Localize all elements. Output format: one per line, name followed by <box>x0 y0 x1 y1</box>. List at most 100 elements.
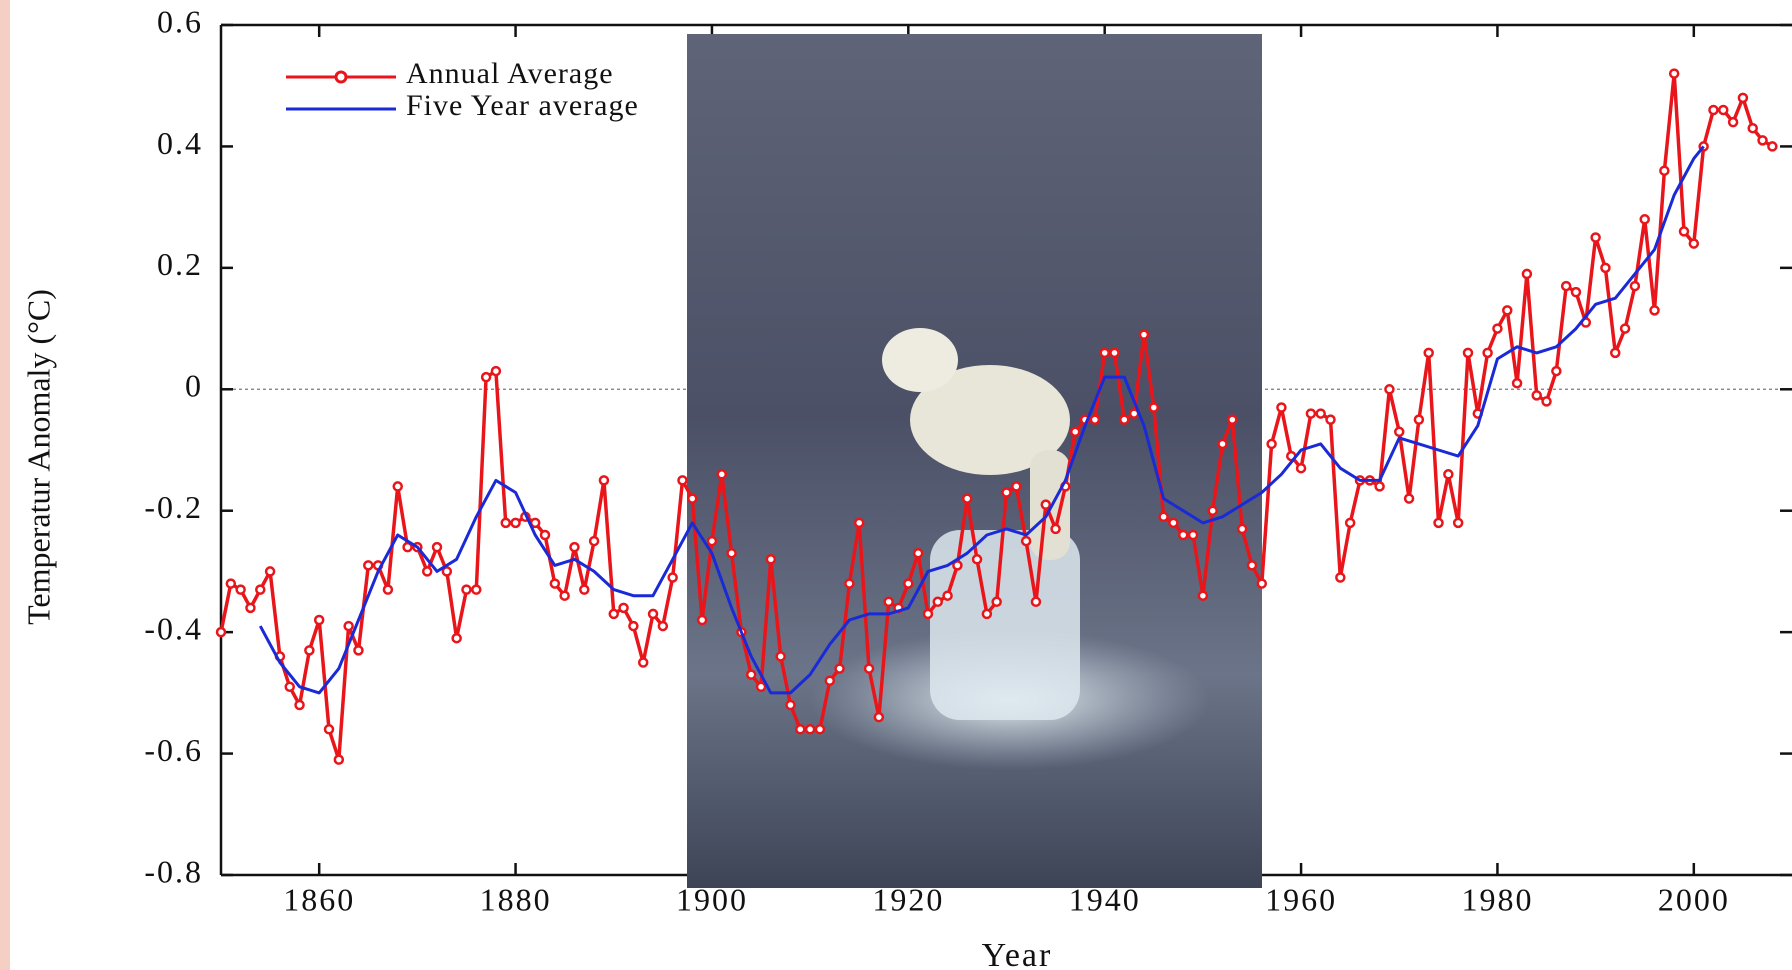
data-point <box>539 529 551 541</box>
data-point <box>1374 481 1385 492</box>
data-point <box>569 541 580 553</box>
data-point <box>1148 402 1160 413</box>
data-point <box>1099 347 1110 359</box>
data-point <box>726 547 737 559</box>
data-point <box>1276 402 1287 413</box>
data-point <box>942 590 953 601</box>
data-point <box>1423 347 1434 359</box>
data-point <box>667 572 678 583</box>
data-point <box>471 584 482 595</box>
data-point <box>1187 529 1199 541</box>
data-point <box>1256 578 1268 589</box>
data-point <box>1325 414 1336 425</box>
data-point <box>716 469 728 480</box>
data-point <box>1718 104 1729 116</box>
data-point <box>1570 286 1582 298</box>
data-point <box>1011 481 1022 492</box>
data-point <box>814 724 826 735</box>
y-tick-label: -0.4 <box>144 610 203 646</box>
y-tick-label: 0.6 <box>157 3 203 39</box>
data-point <box>451 632 462 644</box>
data-point <box>1069 426 1081 438</box>
data-point <box>245 602 256 614</box>
data-point <box>490 365 502 377</box>
data-point <box>608 608 619 620</box>
y-tick-label: 0.4 <box>157 125 203 161</box>
data-point <box>1747 122 1758 134</box>
data-point <box>637 657 649 668</box>
data-point <box>1462 347 1474 359</box>
data-point <box>559 590 570 601</box>
data-point <box>1403 493 1415 504</box>
data-point <box>294 699 305 711</box>
data-point <box>441 566 453 577</box>
data-point <box>510 517 521 529</box>
data-point <box>991 596 1002 608</box>
data-point <box>382 584 394 595</box>
data-point <box>313 614 325 626</box>
data-point <box>765 554 777 565</box>
data-point <box>215 626 227 638</box>
data-point <box>647 608 659 620</box>
data-point <box>1207 505 1218 516</box>
data-point <box>1413 414 1425 425</box>
data-point <box>1600 262 1611 274</box>
data-point <box>1050 523 1061 535</box>
data-point <box>785 699 796 711</box>
data-point <box>284 681 295 693</box>
data-point <box>706 535 718 547</box>
y-tick-label: 0.2 <box>157 246 203 282</box>
data-point <box>853 517 865 529</box>
data-point <box>500 517 511 529</box>
data-point <box>657 620 669 632</box>
data-point <box>1394 426 1405 438</box>
data-point <box>264 566 276 577</box>
data-point <box>1610 347 1621 359</box>
series-line <box>258 145 1705 695</box>
y-tick-label: -0.8 <box>144 853 203 889</box>
data-point <box>1295 462 1307 474</box>
data-point <box>225 578 237 589</box>
data-point <box>1502 305 1513 316</box>
data-point <box>598 475 610 486</box>
data-point <box>461 584 472 595</box>
data-point <box>1040 499 1052 510</box>
legend-label: Annual Average <box>406 57 614 90</box>
data-point <box>628 620 639 632</box>
data-point <box>1482 347 1493 359</box>
y-axis-label: Temperatur Anomaly (°C) <box>20 289 56 625</box>
data-point <box>1119 414 1130 425</box>
x-tick-label: 1880 <box>480 881 552 917</box>
x-tick-label: 1860 <box>283 881 355 917</box>
data-point <box>1659 165 1670 176</box>
data-point <box>961 493 973 504</box>
data-point <box>588 535 600 547</box>
data-point <box>824 675 836 686</box>
data-point <box>883 596 894 608</box>
data-point <box>863 663 875 674</box>
data-point <box>834 663 845 674</box>
data-point <box>480 371 492 383</box>
data-point <box>1737 92 1749 104</box>
data-point <box>844 578 855 589</box>
data-point <box>343 620 354 632</box>
data-point <box>1177 529 1189 541</box>
data-point <box>903 578 914 589</box>
data-point <box>1590 232 1601 243</box>
data-point <box>579 584 590 595</box>
data-point <box>431 541 443 553</box>
data-point <box>1344 517 1356 529</box>
data-point <box>922 608 934 620</box>
data-point <box>1531 390 1542 401</box>
y-tick-label: -0.6 <box>144 732 203 768</box>
data-point <box>1452 517 1464 529</box>
data-point <box>304 645 315 656</box>
data-point <box>402 541 413 553</box>
data-point <box>687 493 698 504</box>
data-point <box>1138 329 1150 340</box>
data-point <box>618 602 629 614</box>
data-point <box>353 645 364 656</box>
